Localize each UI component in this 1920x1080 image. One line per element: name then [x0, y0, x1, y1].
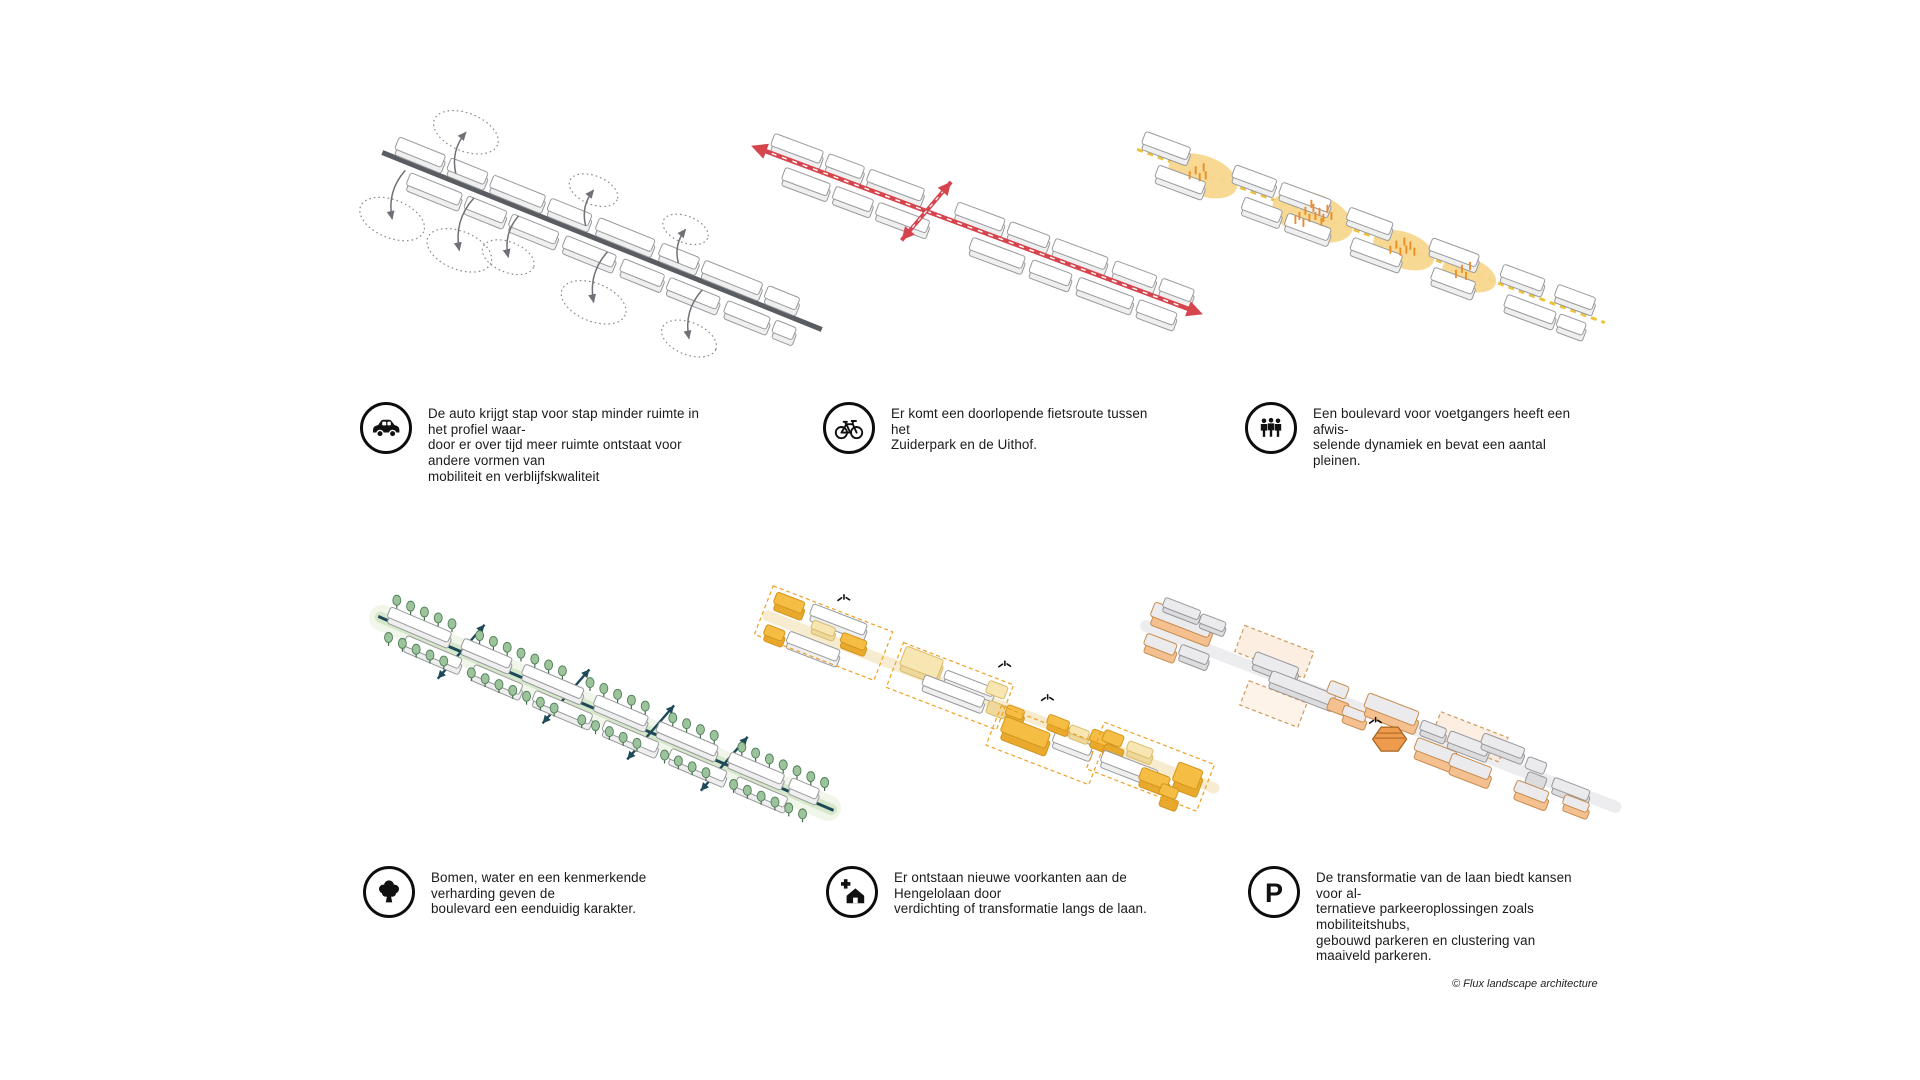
caption-parking: P De transformatie van de laan biedt kan… [1248, 866, 1593, 964]
svg-text:P: P [1265, 878, 1283, 908]
diagram-trees-water-identity [366, 586, 844, 838]
caption-pedestrians: Een boulevard voor voetgangers heeft een… [1245, 402, 1580, 469]
caption-cars: De auto krijgt stap voor stap minder rui… [360, 402, 708, 484]
bicycle-icon [823, 402, 875, 454]
caption-bike-route: Er komt een doorlopende fietsroute tusse… [823, 402, 1153, 454]
diagram-bike-route [738, 110, 1218, 340]
diagram-parking-transformation [1134, 596, 1626, 826]
car-icon [360, 402, 412, 454]
pedestrians-icon [1245, 402, 1297, 454]
caption-text-cars: De auto krijgt stap voor stap minder rui… [428, 406, 700, 484]
diagram-new-frontages [752, 585, 1230, 813]
caption-text-trees: Bomen, water en een kenmerkende verhardi… [431, 870, 647, 917]
caption-trees-water: Bomen, water en een kenmerkende verhardi… [363, 866, 703, 918]
caption-text-frontages: Er ontstaan nieuwe voorkanten aan de Hen… [894, 870, 1147, 917]
house-plus-icon [826, 866, 878, 918]
caption-text-bike: Er komt een doorlopende fietsroute tusse… [891, 406, 1148, 453]
copyright-credit: © Flux landscape architecture [1452, 978, 1598, 990]
parking-icon: P [1248, 866, 1300, 918]
caption-text-parking: De transformatie van de laan biedt kanse… [1316, 870, 1572, 964]
caption-new-frontages: Er ontstaan nieuwe voorkanten aan de Hen… [826, 866, 1166, 918]
diagram-pedestrian-boulevard [1131, 120, 1619, 342]
diagram-car-space-reduction [359, 109, 832, 358]
tree-icon [363, 866, 415, 918]
caption-text-pedestrians: Een boulevard voor voetgangers heeft een… [1313, 406, 1571, 469]
